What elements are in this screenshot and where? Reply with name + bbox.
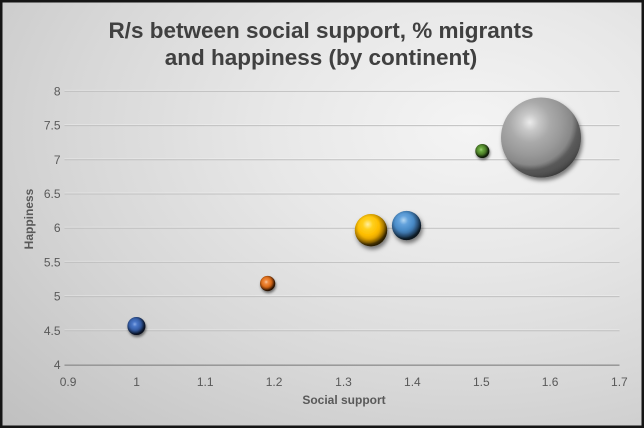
svg-text:6: 6	[54, 221, 61, 235]
svg-text:Social support: Social support	[302, 393, 385, 407]
svg-text:5: 5	[54, 290, 61, 304]
svg-text:4: 4	[54, 358, 61, 372]
svg-text:1.3: 1.3	[335, 375, 352, 389]
svg-text:and happiness (by continent): and happiness (by continent)	[165, 45, 478, 70]
svg-text:1.2: 1.2	[266, 375, 283, 389]
svg-text:8: 8	[54, 84, 61, 98]
svg-text:0.9: 0.9	[60, 375, 77, 389]
svg-text:5.5: 5.5	[44, 255, 61, 269]
svg-text:7.5: 7.5	[44, 119, 61, 133]
svg-text:1.4: 1.4	[404, 375, 421, 389]
svg-text:R/s between social support, %: R/s between social support, % migrants	[108, 18, 533, 43]
svg-text:Happiness: Happiness	[22, 188, 36, 249]
svg-text:6.5: 6.5	[44, 187, 61, 201]
svg-text:1.7: 1.7	[611, 375, 628, 389]
svg-text:4.5: 4.5	[44, 324, 61, 338]
svg-text:1.5: 1.5	[473, 375, 490, 389]
svg-text:1.1: 1.1	[197, 375, 214, 389]
svg-text:1: 1	[133, 375, 140, 389]
svg-text:7: 7	[54, 153, 61, 167]
svg-text:1.6: 1.6	[542, 375, 559, 389]
